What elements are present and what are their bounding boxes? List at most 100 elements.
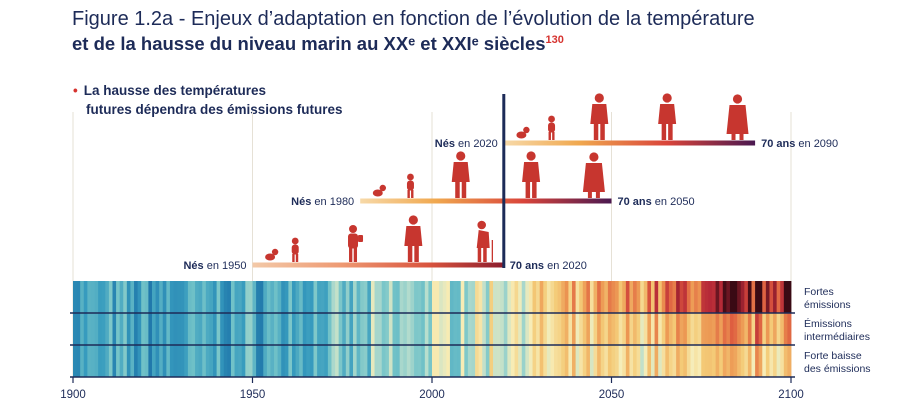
born-label-bold: Nés xyxy=(183,260,203,272)
stripe xyxy=(762,345,767,377)
stripe xyxy=(532,345,537,377)
stripe xyxy=(112,313,117,345)
stripe xyxy=(432,281,436,313)
stripe xyxy=(191,281,196,313)
scenario-label-1-line2: émissions xyxy=(804,299,851,311)
stripe xyxy=(564,281,569,313)
stripe xyxy=(241,345,246,377)
stripe xyxy=(708,281,713,313)
tick-label-1900: 1900 xyxy=(60,389,86,401)
stripe xyxy=(528,281,533,313)
stripe xyxy=(536,281,541,313)
stripe xyxy=(266,281,271,313)
stripe xyxy=(105,345,110,377)
person-silhouette-icon xyxy=(476,220,493,262)
stripe xyxy=(726,281,731,313)
stripe xyxy=(385,281,390,313)
stripe xyxy=(658,345,663,377)
stripe xyxy=(295,345,300,377)
generation-2020: Nés en 2020 70 ans en 2090 xyxy=(435,93,838,150)
stripe xyxy=(439,313,444,345)
stripe xyxy=(640,313,645,345)
stripe xyxy=(284,281,289,313)
stripe xyxy=(216,281,221,313)
stripe xyxy=(162,345,167,377)
stripe xyxy=(105,313,110,345)
stripe xyxy=(227,345,232,377)
stripe xyxy=(266,345,271,377)
stripe xyxy=(773,281,778,313)
stripe xyxy=(392,281,397,313)
stripe xyxy=(715,281,720,313)
stripe xyxy=(593,313,598,345)
stripe xyxy=(701,313,706,345)
stripe xyxy=(539,345,544,377)
stripe xyxy=(525,313,530,345)
stripe xyxy=(518,345,523,377)
stripe xyxy=(439,281,444,313)
stripe xyxy=(202,313,207,345)
stripe xyxy=(223,345,228,377)
stripe xyxy=(769,281,774,313)
stripe xyxy=(378,313,383,345)
stripe xyxy=(274,345,279,377)
stripe xyxy=(367,345,372,377)
stripe xyxy=(661,345,666,377)
stripe xyxy=(388,281,393,313)
stripe xyxy=(683,313,688,345)
person-silhouette-icon xyxy=(658,93,677,140)
stripe xyxy=(525,345,530,377)
stripe xyxy=(155,313,160,345)
stripe xyxy=(615,313,620,345)
stripe xyxy=(345,345,350,377)
stripe xyxy=(579,281,584,313)
stripe xyxy=(299,281,304,313)
stripe xyxy=(471,345,476,377)
stripe xyxy=(740,281,745,313)
stripe xyxy=(640,345,645,377)
stripe xyxy=(263,281,268,313)
stripe xyxy=(406,281,411,313)
stripe xyxy=(507,281,512,313)
stripe xyxy=(500,345,505,377)
stripe xyxy=(633,313,638,345)
stripe xyxy=(230,345,235,377)
stripe xyxy=(198,281,203,313)
stripe xyxy=(191,313,196,345)
stripe xyxy=(73,345,77,377)
stripe xyxy=(241,313,246,345)
stripe xyxy=(144,345,149,377)
stripe xyxy=(223,313,228,345)
stripe xyxy=(636,313,641,345)
subtitle-line2: futures dépendra des émissions futures xyxy=(86,102,343,117)
stripe xyxy=(263,313,268,345)
stripe xyxy=(338,345,343,377)
stripe xyxy=(327,313,332,345)
stripe xyxy=(629,313,634,345)
stripe xyxy=(291,313,296,345)
stripe xyxy=(435,345,440,377)
stripe xyxy=(457,313,462,345)
stripe xyxy=(151,345,156,377)
stripes-row-1 xyxy=(73,281,792,313)
stripe xyxy=(223,281,228,313)
stripe xyxy=(633,281,638,313)
age-label-year: en 2020 xyxy=(544,260,587,272)
stripe xyxy=(263,345,268,377)
stripe xyxy=(496,345,501,377)
stripe xyxy=(388,345,393,377)
stripe xyxy=(625,345,630,377)
stripe xyxy=(561,281,566,313)
stripe xyxy=(650,345,655,377)
stripe xyxy=(597,345,602,377)
stripe xyxy=(773,313,778,345)
stripe xyxy=(119,313,124,345)
stripe xyxy=(90,313,95,345)
stripe xyxy=(327,345,332,377)
stripe xyxy=(342,345,347,377)
stripe xyxy=(528,313,533,345)
stripe xyxy=(672,345,677,377)
stripe xyxy=(428,313,433,345)
stripe xyxy=(654,281,659,313)
